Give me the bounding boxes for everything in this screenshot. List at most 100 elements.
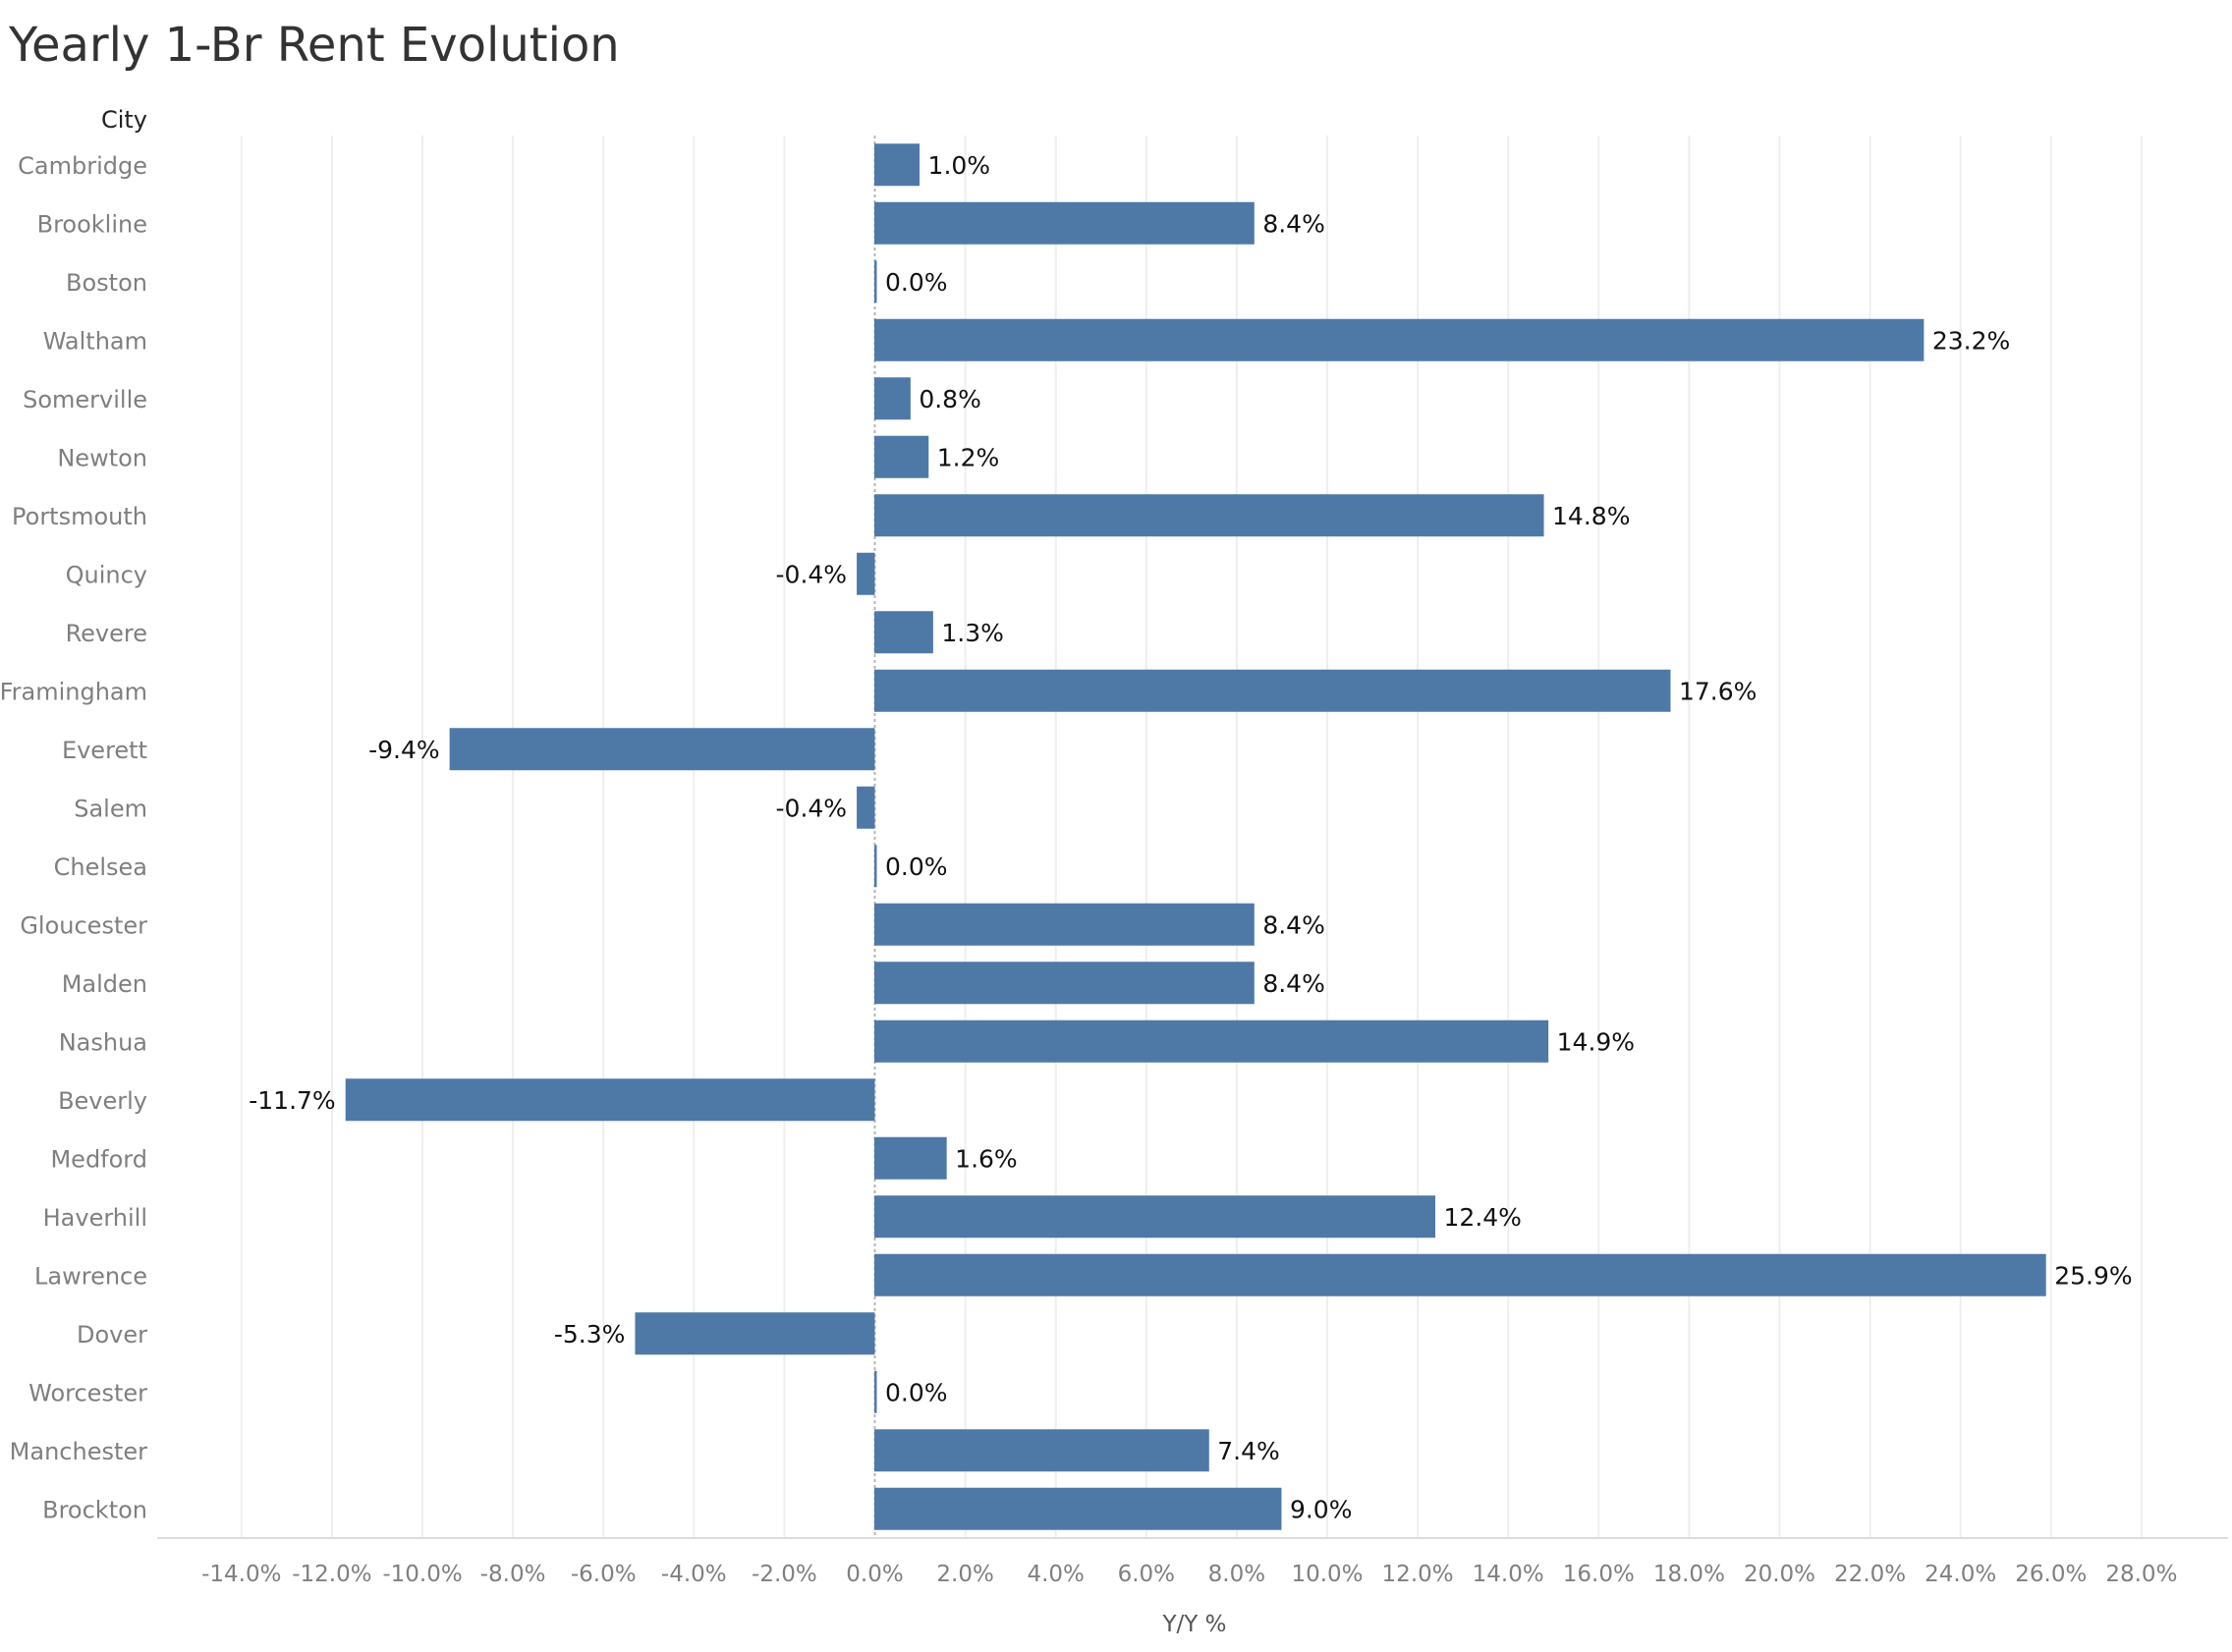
chart-title: Yearly 1-Br Rent Evolution: [9, 18, 620, 73]
category-label: Chelsea: [54, 854, 147, 881]
category-label: Revere: [66, 620, 147, 647]
data-label: -5.3%: [554, 1320, 626, 1349]
bar-boston: [874, 260, 877, 303]
data-label: 1.6%: [955, 1144, 1018, 1173]
bar-nashua: [874, 1019, 1549, 1063]
bar-gloucester: [874, 903, 1255, 946]
x-tick-label: -4.0%: [661, 1562, 727, 1587]
bars: [345, 143, 2046, 1530]
bar-lawrence: [874, 1253, 2046, 1296]
data-label: 0.0%: [885, 853, 948, 881]
gridlines: [240, 136, 2143, 1538]
x-tick-label: 8.0%: [1208, 1562, 1265, 1587]
x-tick-label: -2.0%: [752, 1562, 817, 1587]
bar-somerville: [874, 377, 911, 420]
category-header: City: [101, 106, 147, 134]
category-label: Malden: [62, 970, 147, 998]
bar-beverly: [345, 1078, 875, 1122]
category-label: Boston: [66, 269, 147, 297]
data-labels: 1.0% 8.4% 0.0% 23.2% 0.8% 1.2% 14.8% -0.4% 1.3% 1…: [249, 151, 2132, 1524]
bar-portsmouth: [874, 494, 1544, 537]
bar-worcester: [874, 1370, 877, 1413]
x-tick-label: 20.0%: [1744, 1562, 1815, 1587]
bar-framingham: [874, 669, 1671, 712]
category-labels: Cambridge Brookline Boston Waltham Somervill…: [0, 152, 147, 1524]
x-tick-label: 26.0%: [2015, 1562, 2087, 1587]
x-tick-label: -14.0%: [201, 1562, 281, 1587]
x-axis-title: Y/Y %: [1161, 1612, 1226, 1637]
x-tick-label: 0.0%: [846, 1562, 903, 1587]
bar-manchester: [874, 1429, 1209, 1472]
category-label: Newton: [57, 444, 147, 471]
x-tick-label: 28.0%: [2105, 1562, 2177, 1587]
x-tick-label: -8.0%: [480, 1562, 546, 1587]
data-label: -0.4%: [776, 794, 848, 822]
category-label: Medford: [50, 1145, 147, 1173]
bar-everett: [449, 728, 875, 771]
category-label: Brookline: [37, 210, 147, 238]
bar-salem: [857, 786, 875, 829]
data-label: 1.3%: [941, 619, 1004, 647]
category-label: Everett: [62, 737, 147, 764]
data-label: 17.6%: [1679, 677, 1757, 705]
x-tick-label: 12.0%: [1382, 1562, 1454, 1587]
data-label: 8.4%: [1262, 209, 1325, 238]
category-label: Nashua: [59, 1028, 147, 1056]
data-label: 0.0%: [885, 1378, 948, 1406]
category-label: Quincy: [66, 561, 147, 588]
data-label: 25.9%: [2054, 1261, 2132, 1290]
data-label: 8.4%: [1262, 910, 1325, 939]
data-label: 1.2%: [937, 443, 1000, 471]
x-tick-label: 22.0%: [1834, 1562, 1906, 1587]
category-label: Haverhill: [43, 1204, 147, 1232]
x-tick-label: -12.0%: [292, 1562, 371, 1587]
category-label: Dover: [77, 1321, 147, 1349]
data-label: -0.4%: [776, 560, 848, 588]
data-label: -11.7%: [249, 1086, 335, 1115]
bar-newton: [874, 435, 929, 478]
bar-waltham: [874, 318, 1925, 361]
x-tick-label: 24.0%: [1925, 1562, 1996, 1587]
bar-brockton: [874, 1487, 1282, 1530]
bar-chelsea: [874, 845, 877, 888]
category-label: Cambridge: [18, 152, 147, 180]
category-label: Beverly: [58, 1087, 147, 1115]
category-label: Somerville: [23, 386, 147, 413]
category-label: Lawrence: [34, 1262, 147, 1290]
category-label: Portsmouth: [12, 503, 147, 530]
bar-cambridge: [874, 143, 921, 187]
bar-quincy: [857, 552, 875, 595]
x-tick-label: 10.0%: [1291, 1562, 1363, 1587]
category-label: Framingham: [0, 678, 147, 705]
x-tick-label: -10.0%: [382, 1562, 462, 1587]
bar-malden: [874, 962, 1255, 1005]
bar-revere: [874, 611, 933, 654]
x-tick-label: 2.0%: [936, 1562, 993, 1587]
data-label: 9.0%: [1290, 1495, 1353, 1523]
data-label: 23.2%: [1932, 326, 2010, 355]
category-label: Brockton: [42, 1496, 147, 1523]
data-label: 1.0%: [928, 151, 991, 180]
bar-haverhill: [874, 1195, 1436, 1239]
x-tick-label: 18.0%: [1653, 1562, 1725, 1587]
category-label: Gloucester: [20, 911, 147, 939]
bar-dover: [635, 1312, 875, 1355]
data-label: 7.4%: [1217, 1437, 1280, 1465]
data-label: 12.4%: [1444, 1203, 1522, 1232]
category-label: Manchester: [10, 1438, 147, 1465]
category-label: Waltham: [43, 327, 147, 355]
x-tick-label: 4.0%: [1027, 1562, 1084, 1587]
x-tick-label: -6.0%: [571, 1562, 637, 1587]
data-label: -9.4%: [368, 736, 440, 764]
x-tick-label: 6.0%: [1118, 1562, 1175, 1587]
category-label: Worcester: [28, 1379, 147, 1406]
data-label: 0.8%: [919, 385, 981, 413]
data-label: 14.8%: [1552, 502, 1630, 530]
category-label: Salem: [74, 795, 147, 822]
x-tick-label: 14.0%: [1473, 1562, 1544, 1587]
x-tick-label: 16.0%: [1563, 1562, 1635, 1587]
data-label: 14.9%: [1557, 1027, 1635, 1056]
x-tick-labels: -14.0% -12.0% -10.0% -8.0% -6.0% -4.0% -2.0% 0.…: [201, 1562, 2177, 1587]
data-label: 0.0%: [885, 268, 948, 297]
